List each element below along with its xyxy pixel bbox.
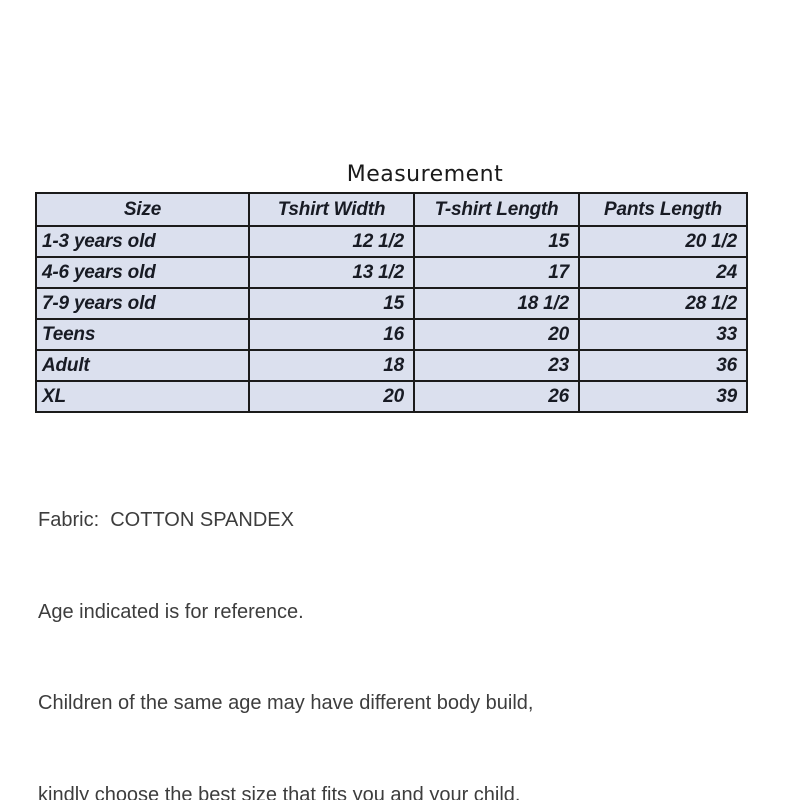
size-cell: Teens xyxy=(35,318,250,351)
table-row: 1-3 years old 12 1/2 15 20 1/2 xyxy=(35,225,748,258)
header-size: Size xyxy=(35,192,250,227)
size-cell: 1-3 years old xyxy=(35,225,250,258)
note-fabric: Fabric: COTTON SPANDEX xyxy=(38,509,294,531)
value-cell: 18 1/2 xyxy=(413,287,580,320)
header-tshirt-length: T-shirt Length xyxy=(413,192,580,227)
table-row: Adult 18 23 36 xyxy=(35,349,748,382)
measurement-table: Size Tshirt Width T-shirt Length Pants L… xyxy=(35,192,748,413)
note-age-reference: Age indicated is for reference. xyxy=(38,600,304,623)
notes-block: Fabric: COTTON SPANDEX Age indicated is … xyxy=(38,444,566,800)
size-cell: XL xyxy=(35,380,250,413)
page-title: Measurement xyxy=(346,162,504,187)
value-cell: 20 xyxy=(413,318,580,351)
header-pants-length: Pants Length xyxy=(578,192,748,227)
size-cell: 7-9 years old xyxy=(35,287,250,320)
table-body: 1-3 years old 12 1/2 15 20 1/2 4-6 years… xyxy=(35,225,748,413)
value-cell: 33 xyxy=(578,318,748,351)
value-cell: 28 1/2 xyxy=(578,287,748,320)
value-cell: 13 1/2 xyxy=(248,256,415,289)
note-body-build: Children of the same age may have differ… xyxy=(38,692,534,714)
table-row: XL 20 26 39 xyxy=(35,380,748,413)
value-cell: 36 xyxy=(578,349,748,382)
size-cell: Adult xyxy=(35,349,250,382)
size-cell: 4-6 years old xyxy=(35,256,250,289)
value-cell: 24 xyxy=(578,256,748,289)
value-cell: 18 xyxy=(248,349,415,382)
value-cell: 16 xyxy=(248,318,415,351)
value-cell: 23 xyxy=(413,349,580,382)
value-cell: 39 xyxy=(578,380,748,413)
value-cell: 20 xyxy=(248,380,415,413)
table-row: 4-6 years old 13 1/2 17 24 xyxy=(35,256,748,289)
header-row: Size Tshirt Width T-shirt Length Pants L… xyxy=(35,192,748,227)
note-choose-size: kindly choose the best size that fits yo… xyxy=(38,783,521,800)
value-cell: 15 xyxy=(248,287,415,320)
table-row: 7-9 years old 15 18 1/2 28 1/2 xyxy=(35,287,748,320)
value-cell: 17 xyxy=(413,256,580,289)
table-header: Size Tshirt Width T-shirt Length Pants L… xyxy=(35,192,748,227)
value-cell: 26 xyxy=(413,380,580,413)
value-cell: 20 1/2 xyxy=(578,225,748,258)
value-cell: 15 xyxy=(413,225,580,258)
value-cell: 12 1/2 xyxy=(248,225,415,258)
header-tshirt-width: Tshirt Width xyxy=(248,192,415,227)
table-row: Teens 16 20 33 xyxy=(35,318,748,351)
